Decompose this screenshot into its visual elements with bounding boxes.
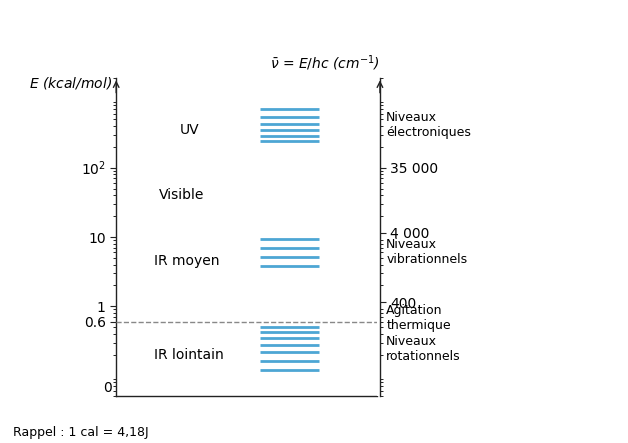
Text: $E$ (kcal/mol): $E$ (kcal/mol) [29,75,112,91]
Text: UV: UV [180,123,199,137]
Text: Visible: Visible [159,188,204,202]
Text: Rappel : 1 cal = 4,18J: Rappel : 1 cal = 4,18J [13,426,148,439]
Text: 0: 0 [104,381,112,395]
Text: Niveaux
électroniques: Niveaux électroniques [386,111,471,139]
Text: Niveaux
vibrationnels: Niveaux vibrationnels [386,238,467,266]
Text: Niveaux
rotationnels: Niveaux rotationnels [386,334,461,363]
Text: Agitation
thermique: Agitation thermique [386,304,451,332]
Text: IR moyen: IR moyen [154,254,219,268]
Text: $\bar{\nu}$ = $E/hc$ (cm$^{-1}$): $\bar{\nu}$ = $E/hc$ (cm$^{-1}$) [270,54,380,74]
Text: IR lointain: IR lointain [154,348,224,362]
